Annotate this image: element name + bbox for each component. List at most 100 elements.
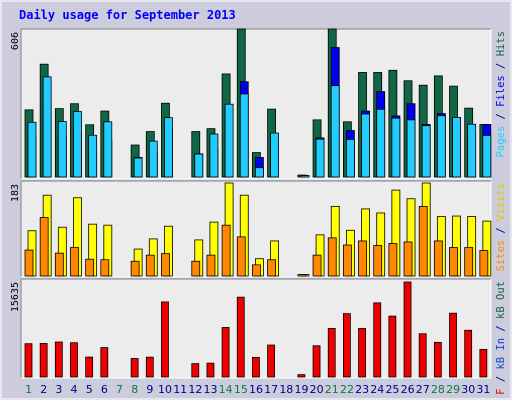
kbf-bar <box>221 327 230 378</box>
sites-bar <box>358 240 367 277</box>
day-label-20: 20 <box>310 383 324 396</box>
sites-bar <box>464 247 474 277</box>
pages-bar <box>345 138 355 178</box>
kbf-bar <box>100 347 109 378</box>
kbf-bar <box>85 356 94 378</box>
chart-title: Daily usage for September 2013 <box>19 8 236 22</box>
panel-visits-sites <box>20 180 492 278</box>
day-label-25: 25 <box>385 383 399 396</box>
kbf-bar <box>145 356 154 378</box>
pages-bar <box>482 135 492 178</box>
pages-bar <box>391 117 401 178</box>
day-label-2: 2 <box>40 383 47 396</box>
kbf-bar <box>236 296 245 378</box>
day-label-7: 7 <box>116 383 123 396</box>
pages-bar <box>315 138 325 178</box>
day-label-28: 28 <box>431 383 445 396</box>
sites-bar <box>161 253 170 277</box>
pages-bar <box>42 76 52 178</box>
kbf-bar <box>342 313 351 378</box>
day-label-26: 26 <box>401 383 415 396</box>
day-label-5: 5 <box>86 383 93 396</box>
day-label-8: 8 <box>131 383 138 396</box>
kbf-bar <box>297 374 306 378</box>
kbf-bar <box>388 315 397 378</box>
day-label-11: 11 <box>173 383 187 396</box>
sites-bar <box>297 274 307 277</box>
day-label-18: 18 <box>279 383 293 396</box>
sites-bar <box>449 247 458 277</box>
panel3-legend-label: kB F / kB In / kB Out <box>495 281 507 400</box>
day-label-9: 9 <box>146 383 153 396</box>
pages-bar <box>148 140 158 178</box>
day-label-3: 3 <box>55 383 62 396</box>
pages-bar <box>255 167 264 178</box>
pages-bar <box>194 153 204 178</box>
panel1-ymax-label: 606 <box>10 32 21 50</box>
pages-bar <box>330 85 340 178</box>
kbf-bar <box>54 341 63 378</box>
day-label-23: 23 <box>355 383 369 396</box>
kbf-bar <box>373 302 382 378</box>
kbf-bar <box>24 343 33 378</box>
sites-bar <box>54 252 64 277</box>
day-label-27: 27 <box>416 383 430 396</box>
kbf-bar <box>39 343 48 378</box>
pages-bar <box>88 134 98 178</box>
pages-bar <box>452 117 461 178</box>
day-label-17: 17 <box>264 383 278 396</box>
sites-bar <box>145 254 155 277</box>
pages-bar <box>27 121 37 178</box>
pages-bar <box>436 115 446 178</box>
kbf-bar <box>418 333 427 378</box>
sites-bar <box>267 259 276 277</box>
day-label-22: 22 <box>340 383 354 396</box>
pages-bar <box>133 157 143 178</box>
pages-bar <box>300 175 310 178</box>
pages-bar <box>57 121 67 178</box>
panel-kbytes <box>20 278 492 379</box>
day-label-15: 15 <box>234 383 248 396</box>
pages-bar <box>224 103 234 178</box>
kbf-bar <box>433 341 442 378</box>
day-label-24: 24 <box>370 383 384 396</box>
sites-bar <box>100 259 110 277</box>
kbf-bar <box>479 349 488 378</box>
kbf-bar <box>267 344 275 378</box>
sites-bar <box>479 250 489 277</box>
kbf-bar <box>161 301 169 378</box>
sites-bar <box>388 243 398 277</box>
pages-bar <box>421 125 431 178</box>
sites-bar <box>85 258 95 277</box>
panel2-legend-label: Sites / Visits <box>495 183 507 272</box>
panel-hits-files-pages <box>20 28 492 180</box>
sites-bar <box>433 240 443 277</box>
kbf-bar <box>70 342 78 378</box>
kbf-bar <box>191 363 200 378</box>
day-label-12: 12 <box>188 383 202 396</box>
day-label-31: 31 <box>476 383 490 396</box>
kbf-bar <box>358 328 366 378</box>
day-label-30: 30 <box>461 383 475 396</box>
pages-bar <box>239 93 249 178</box>
pages-bar <box>164 117 173 178</box>
kbf-bar <box>327 328 336 378</box>
sites-bar <box>206 254 216 277</box>
sites-bar <box>191 260 201 277</box>
sites-bar <box>39 217 49 277</box>
sites-bar <box>403 241 413 277</box>
kbf-bar <box>464 329 473 378</box>
pages-bar <box>209 133 219 178</box>
panel1-legend-label: Pages / Files / Hits <box>495 31 507 157</box>
sites-bar <box>130 260 140 277</box>
pages-bar <box>270 132 279 178</box>
day-label-14: 14 <box>219 383 233 396</box>
kbf-bar <box>449 312 457 378</box>
day-label-10: 10 <box>158 383 172 396</box>
kbf-bar <box>403 281 412 378</box>
sites-bar <box>373 245 383 277</box>
sites-bar <box>342 244 352 277</box>
day-label-13: 13 <box>204 383 218 396</box>
sites-bar <box>418 205 428 277</box>
pages-bar <box>73 111 82 178</box>
